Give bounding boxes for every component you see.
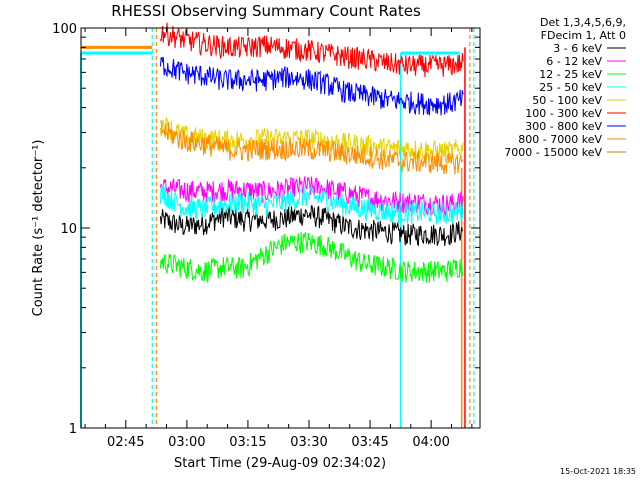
- series-line-300-800-kev: [159, 56, 464, 116]
- footer-timestamp: 15-Oct-2021 18:35: [560, 467, 636, 476]
- x-tick-label-3: 03:30: [290, 435, 327, 450]
- y-tick-label-1: 10: [60, 222, 77, 237]
- x-tick-label-5: 04:00: [412, 435, 449, 450]
- legend-label-800-7000-kev: 800 - 7000 keV: [518, 133, 602, 146]
- series-line-25-50-kev: [159, 184, 464, 225]
- legend-label-100-300-kev: 100 - 300 keV: [525, 107, 602, 120]
- x-tick-label-4: 03:45: [351, 435, 388, 450]
- series-line-800-7000-kev: [160, 119, 464, 175]
- legend-label-6-12-kev: 6 - 12 keV: [546, 55, 602, 68]
- x-axis-label: Start Time (29-Aug-09 02:34:02): [174, 456, 386, 471]
- legend-header-line-1: Det 1,3,4,5,6,9,: [540, 16, 626, 29]
- legend-label-3-6-kev: 3 - 6 keV: [553, 42, 602, 55]
- legend-label-7000-15000-kev: 7000 - 15000 keV: [504, 146, 602, 159]
- data-layer: [80, 22, 475, 428]
- x-tick-label-2: 03:15: [229, 435, 266, 450]
- y-axis-label: Count Rate (s⁻¹ detector⁻¹): [31, 140, 46, 317]
- chart-title: RHESSI Observing Summary Count Rates: [111, 2, 421, 20]
- legend-label-25-50-kev: 25 - 50 keV: [539, 81, 602, 94]
- x-tick-label-1: 03:00: [168, 435, 205, 450]
- legend-label-12-25-kev: 12 - 25 keV: [539, 68, 602, 81]
- y-tick-label-0: 100: [52, 22, 77, 37]
- series-line-100-300-kev: [159, 22, 464, 78]
- series-line-12-25-kev: [159, 232, 464, 284]
- series-line-50-100-kev: [159, 117, 464, 164]
- y-tick-label-2: 1: [69, 422, 77, 437]
- legend-header-line-2: FDecim 1, Att 0: [541, 29, 626, 42]
- legend-label-50-100-kev: 50 - 100 keV: [532, 94, 602, 107]
- x-tick-label-0: 02:45: [107, 435, 144, 450]
- series-line-3-6-kev: [159, 205, 464, 247]
- legend: Det 1,3,4,5,6,9, FDecim 1, Att 0 3 - 6 k…: [504, 16, 626, 159]
- legend-label-300-800-kev: 300 - 800 keV: [525, 120, 602, 133]
- axis-layer: 02:45 03:00 03:15 03:30 03:45 04:00 100 10 1: [52, 22, 480, 450]
